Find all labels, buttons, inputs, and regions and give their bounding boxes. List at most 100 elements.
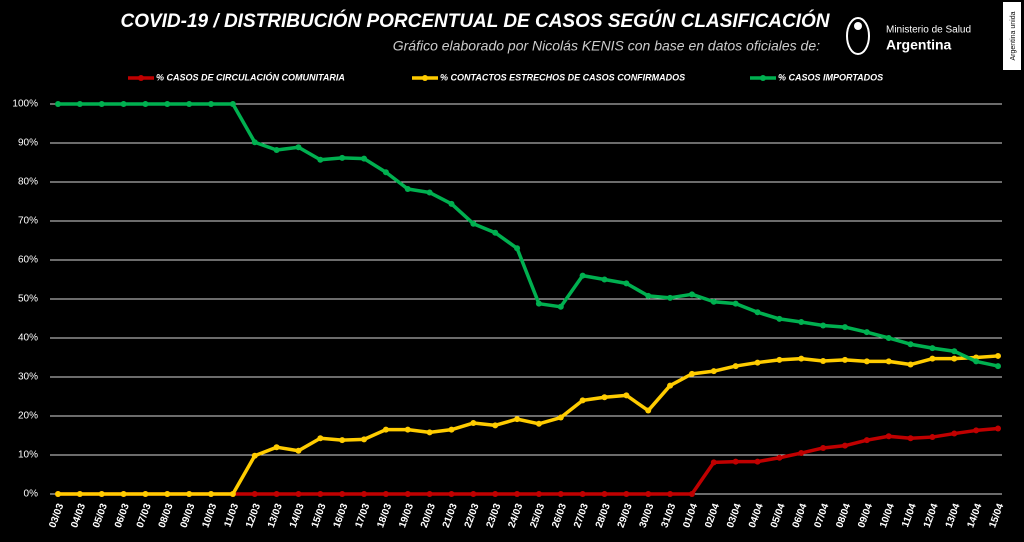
point [251,452,258,459]
point [885,358,892,365]
point [798,450,805,457]
point [798,319,805,326]
point [688,491,695,497]
point [885,433,892,440]
point [820,358,827,365]
point [339,154,346,161]
point [55,491,61,497]
point [601,491,608,497]
point [514,245,521,252]
logo-badge-box [1003,2,1021,70]
point [404,186,411,193]
legend-marker [760,75,766,81]
point [995,363,1001,370]
point [382,426,389,433]
point [601,276,608,283]
point [710,368,717,375]
y-tick-label: 40% [18,333,38,344]
point [995,352,1001,359]
point [273,147,280,154]
point [798,355,805,362]
point [623,491,630,497]
point [557,414,564,421]
y-tick-label: 60% [18,255,38,266]
point [863,358,870,365]
y-tick-label: 80% [18,177,38,188]
point [776,356,783,363]
point [863,437,870,444]
point [667,294,674,301]
y-tick-label: 50% [18,294,38,305]
point [120,101,127,107]
point [645,292,652,299]
point [951,430,958,437]
point [426,189,433,196]
point [98,491,105,497]
legend-label: % CASOS DE CIRCULACIÓN COMUNITARIA [156,71,345,82]
point [841,356,848,363]
point [557,491,564,497]
point [973,427,980,434]
point [885,335,892,341]
point [404,491,411,497]
point [579,397,586,404]
legend-label: % CASOS IMPORTADOS [778,72,883,82]
y-tick-label: 10% [18,450,38,461]
point [164,101,171,107]
point [579,272,586,279]
point [339,491,346,497]
point [142,491,149,497]
y-tick-label: 70% [18,216,38,227]
point [55,101,61,107]
point [426,429,433,436]
logo-sun [854,22,862,30]
point [492,491,499,497]
point [951,348,958,355]
point [754,309,761,316]
point [98,101,105,107]
logo-emblem [846,17,870,55]
point [295,144,302,151]
point [601,394,608,401]
point [186,491,193,497]
point [448,200,455,207]
point [776,454,783,461]
point [76,101,83,107]
y-tick-label: 90% [18,138,38,149]
point [863,329,870,336]
point [841,324,848,331]
point [470,491,477,497]
point [951,355,958,362]
point [164,491,171,497]
legend-marker [422,75,428,81]
point [688,291,695,298]
point [470,420,477,427]
point [404,426,411,433]
point [907,361,914,368]
point [535,420,542,427]
point [645,491,652,497]
point [208,491,215,497]
point [907,435,914,442]
point [732,300,739,307]
point [557,303,564,310]
legend-label: % CONTACTOS ESTRECHOS DE CASOS CONFIRMAD… [440,72,685,82]
point [492,229,499,236]
chart-subtitle: Gráfico elaborado por Nicolás KENIS con … [393,38,820,54]
point [382,169,389,176]
point [535,300,542,307]
point [907,341,914,348]
point [514,416,521,423]
logo-line2: Argentina [886,37,952,53]
point [754,458,761,465]
point [710,459,717,466]
legend-marker [138,75,144,81]
point [470,220,477,227]
point [492,422,499,429]
point [273,491,280,497]
point [120,491,127,497]
point [623,280,630,287]
point [317,491,324,497]
point [710,298,717,305]
